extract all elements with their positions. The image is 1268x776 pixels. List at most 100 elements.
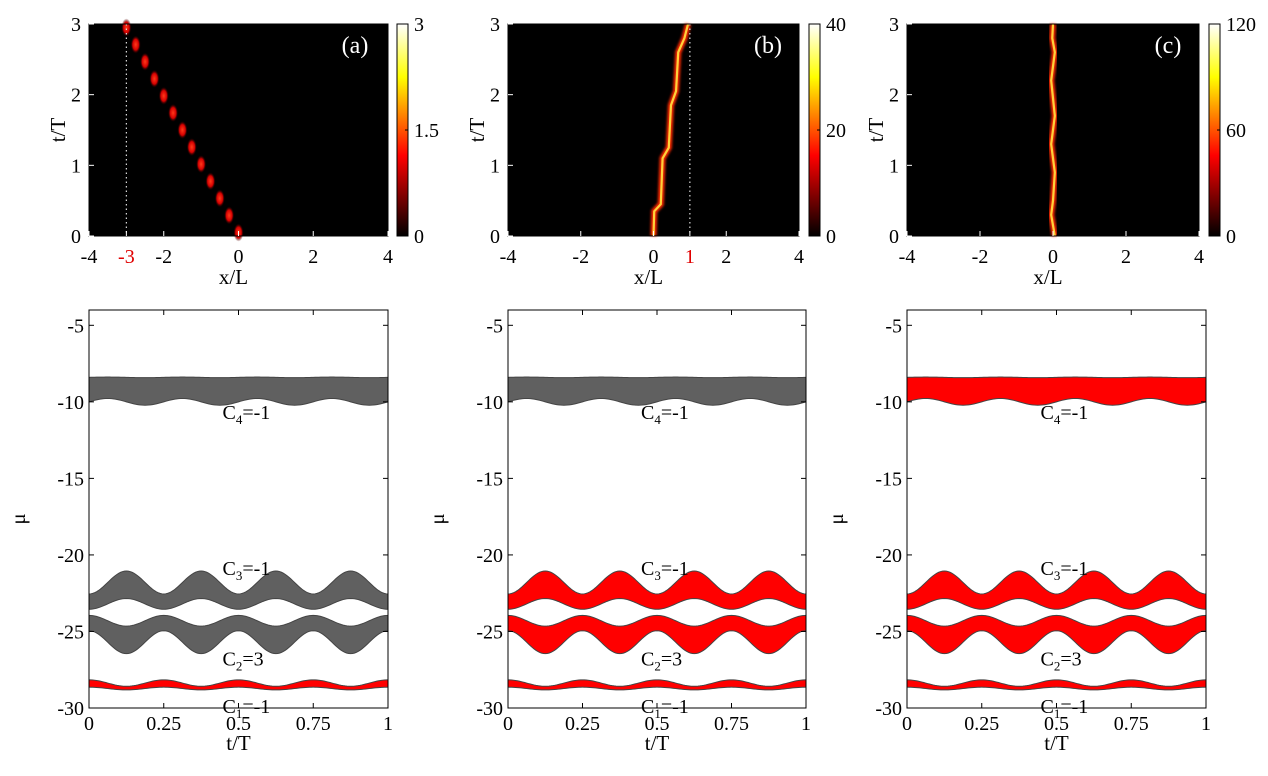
chern-symbol: C xyxy=(641,558,654,580)
x-tick-label: 0.5 xyxy=(226,713,251,735)
colorbar-tick-label: 60 xyxy=(1226,120,1246,142)
x-axis-label: x/L xyxy=(634,265,663,289)
y-tick-label: -5 xyxy=(486,315,503,337)
chern-index: 3 xyxy=(236,568,243,583)
x-tick-label: 1 xyxy=(685,246,695,268)
chern-value: =-1 xyxy=(1060,696,1088,718)
y-tick-label: 2 xyxy=(889,85,899,107)
density-pulse xyxy=(130,35,141,54)
x-axis-label: t/T xyxy=(1044,731,1069,755)
chern-label: C1=-1 xyxy=(1041,696,1089,721)
band-panel-4: C4=-1C3=-1C2=3C1=-10 0.25 0.5 0.75 1-5-10-15… xyxy=(425,309,811,755)
colorbar-tick-label: 3 xyxy=(414,14,424,36)
y-tick-label: 0 xyxy=(490,226,500,248)
y-tick-label: -10 xyxy=(875,392,902,414)
y-tick-label: 3 xyxy=(71,14,81,36)
chern-symbol: C xyxy=(1041,558,1054,580)
y-tick-label: -30 xyxy=(476,698,503,720)
density-pulse xyxy=(140,52,151,71)
x-tick-label: 2 xyxy=(308,246,318,268)
chern-label: C4=-1 xyxy=(1041,402,1089,427)
chern-index: 3 xyxy=(654,568,661,583)
trajectory-line xyxy=(1050,23,1056,237)
y-tick-label: 2 xyxy=(71,85,81,107)
chern-label: C2=3 xyxy=(641,648,682,673)
x-tick-label: -4 xyxy=(81,246,98,268)
density-pulse xyxy=(177,121,188,139)
panel-label: (a) xyxy=(342,33,369,59)
chern-index: 2 xyxy=(654,658,661,673)
y-tick-label: -15 xyxy=(476,468,503,490)
chern-value: =-1 xyxy=(661,402,689,424)
band-panel-3: C4=-1C3=-1C2=3C1=-10 0.25 0.5 0.75 1-5-10-15… xyxy=(6,309,393,755)
y-axis-label: t/T xyxy=(46,118,70,143)
chern-symbol: C xyxy=(223,558,236,580)
chern-value: =3 xyxy=(242,648,263,670)
y-tick-label: -30 xyxy=(875,698,902,720)
density-pulse xyxy=(168,103,179,122)
y-tick-label: 3 xyxy=(889,14,899,36)
chern-symbol: C xyxy=(641,648,654,670)
x-tick-label: -4 xyxy=(899,246,916,268)
chern-value: =-1 xyxy=(661,558,689,580)
y-tick-label: -15 xyxy=(57,468,84,490)
y-tick-label: -20 xyxy=(57,545,84,567)
y-tick-label: -25 xyxy=(57,621,84,643)
chern-symbol: C xyxy=(641,402,654,424)
y-tick-label: 1 xyxy=(889,155,899,177)
x-tick-label: 1 xyxy=(1201,713,1211,735)
x-tick-label: 0.25 xyxy=(565,713,600,735)
chern-index: 1 xyxy=(1054,706,1061,721)
density-pulse xyxy=(224,206,235,225)
colorbar-tick-label: 0 xyxy=(414,226,424,248)
y-tick-label: -25 xyxy=(875,621,902,643)
y-axis-label: μ xyxy=(824,513,848,524)
x-axis-label: t/T xyxy=(226,731,251,755)
chern-symbol: C xyxy=(223,696,236,718)
colorbar-tick-label: 1.5 xyxy=(414,120,439,142)
y-tick-label: 1 xyxy=(490,155,500,177)
chern-index: 2 xyxy=(1054,658,1061,673)
chern-symbol: C xyxy=(223,402,236,424)
chern-value: =-1 xyxy=(1060,402,1088,424)
y-tick-label: 0 xyxy=(889,226,899,248)
heatmap-background xyxy=(89,24,388,236)
y-tick-label: -25 xyxy=(476,621,503,643)
y-axis-label: μ xyxy=(6,513,30,524)
density-pulse xyxy=(205,172,216,191)
density-pulse xyxy=(149,69,160,88)
y-tick-label: -10 xyxy=(57,392,84,414)
x-tick-label: 1 xyxy=(801,713,811,735)
y-axis-label: t/T xyxy=(465,118,489,143)
panel-label: (c) xyxy=(1155,33,1182,59)
y-tick-label: 2 xyxy=(490,85,500,107)
y-tick-label: 3 xyxy=(490,14,500,36)
y-tick-label: -15 xyxy=(875,468,902,490)
x-tick-label: 0.75 xyxy=(714,713,749,735)
y-tick-label: 0 xyxy=(71,226,81,248)
x-tick-label: 0.75 xyxy=(1114,713,1149,735)
trajectory-line xyxy=(652,23,690,237)
panel-label: (b) xyxy=(754,33,782,59)
chern-label: C2=3 xyxy=(1041,648,1082,673)
chern-index: 1 xyxy=(236,706,243,721)
x-tick-label: 0.5 xyxy=(1044,713,1069,735)
x-tick-label: 0.25 xyxy=(964,713,999,735)
chern-label: C3=-1 xyxy=(641,558,689,583)
density-pulse xyxy=(158,86,169,105)
y-axis-label: t/T xyxy=(864,118,888,143)
chern-index: 4 xyxy=(236,412,243,427)
x-tick-label: 2 xyxy=(721,246,731,268)
x-tick-label: 0.25 xyxy=(146,713,181,735)
chern-index: 1 xyxy=(654,706,661,721)
x-tick-label: -2 xyxy=(972,246,989,268)
chern-index: 4 xyxy=(654,412,661,427)
x-tick-label: -3 xyxy=(118,246,135,268)
colorbar-tick-label: 120 xyxy=(1226,14,1256,36)
colorbar-tick-label: 20 xyxy=(826,120,846,142)
chern-symbol: C xyxy=(223,648,236,670)
chern-symbol: C xyxy=(1041,648,1054,670)
density-pulse xyxy=(121,18,132,37)
